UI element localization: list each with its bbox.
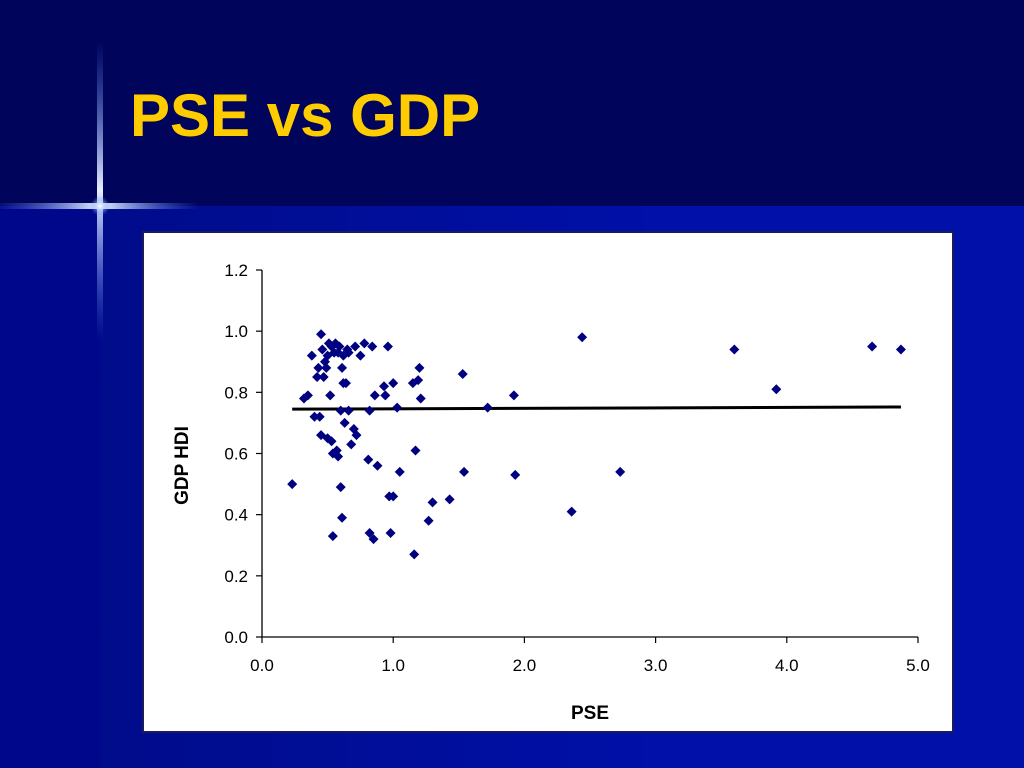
y-tick-label: 0.2 xyxy=(224,567,248,586)
data-point xyxy=(392,402,403,413)
y-tick-label: 0.8 xyxy=(224,383,248,402)
data-point xyxy=(346,439,357,450)
data-point xyxy=(394,466,405,477)
trendline xyxy=(292,405,901,411)
y-tick-label: 0.6 xyxy=(224,445,248,464)
data-point xyxy=(343,347,354,358)
data-point xyxy=(340,378,351,389)
data-point xyxy=(363,454,374,465)
data-point xyxy=(367,341,378,352)
data-point xyxy=(615,466,626,477)
x-tick-label: 2.0 xyxy=(513,656,537,675)
header-band xyxy=(0,0,1024,206)
data-point xyxy=(326,341,337,352)
data-point xyxy=(380,390,391,401)
data-point xyxy=(382,341,393,352)
data-point xyxy=(339,417,350,428)
data-point xyxy=(359,338,370,349)
data-point xyxy=(385,528,396,539)
data-point xyxy=(337,362,348,373)
data-point xyxy=(306,350,317,361)
data-point xyxy=(327,531,338,542)
x-tick-label: 3.0 xyxy=(644,656,668,675)
data-point xyxy=(317,344,328,355)
data-point xyxy=(350,341,361,352)
data-point xyxy=(459,466,470,477)
y-tick-label: 1.2 xyxy=(224,261,248,280)
y-tick-label: 0.0 xyxy=(224,628,248,647)
data-point xyxy=(508,390,519,401)
data-point xyxy=(372,460,383,471)
data-point xyxy=(413,375,424,386)
data-point xyxy=(364,528,375,539)
data-point xyxy=(343,405,354,416)
y-tick-label: 0.4 xyxy=(224,506,248,525)
data-point xyxy=(309,411,320,422)
data-point xyxy=(457,368,468,379)
data-point xyxy=(423,515,434,526)
data-point xyxy=(334,341,345,352)
data-point xyxy=(335,482,346,493)
data-point xyxy=(314,411,325,422)
data-point xyxy=(316,329,327,340)
data-point xyxy=(409,549,420,560)
data-point xyxy=(482,402,493,413)
data-point xyxy=(577,332,588,343)
slide-title: PSE vs GDP xyxy=(130,82,481,149)
data-point xyxy=(369,390,380,401)
data-point xyxy=(510,469,521,480)
data-point xyxy=(444,494,455,505)
data-point xyxy=(312,372,323,383)
data-point xyxy=(327,448,338,459)
data-point xyxy=(410,445,421,456)
y-axis-title: GDP HDI xyxy=(172,426,193,505)
data-point xyxy=(427,497,438,508)
x-tick-label: 4.0 xyxy=(775,656,799,675)
data-point xyxy=(379,381,390,392)
scatter-chart: 0.00.20.40.60.81.01.20.0 1.0 2.0 3.0 4.0 5.0 … xyxy=(172,261,930,724)
data-point xyxy=(337,512,348,523)
data-point xyxy=(287,479,298,490)
x-tick-label: 5.0 xyxy=(906,656,930,675)
data-points xyxy=(287,329,906,560)
data-point xyxy=(321,362,332,373)
axes: 0.0 0.2 0.4 0.6 0.8 1.0 1.2 0.0 1.0 2.0 3.0 4.0 5.0 xyxy=(224,261,929,675)
data-point xyxy=(333,451,344,462)
data-point xyxy=(326,436,337,447)
trendline-group xyxy=(292,405,901,411)
data-point xyxy=(566,506,577,517)
data-point xyxy=(414,362,425,373)
data-point xyxy=(867,341,878,352)
x-axis-title: PSE xyxy=(571,703,609,724)
x-tick-label: 0.0 xyxy=(250,656,274,675)
x-tick-label: 1.0 xyxy=(381,656,405,675)
data-point xyxy=(771,384,782,395)
data-point xyxy=(355,350,366,361)
data-point xyxy=(364,405,375,416)
data-point xyxy=(319,356,330,367)
data-point xyxy=(895,344,906,355)
data-point xyxy=(729,344,740,355)
data-point xyxy=(302,390,313,401)
data-point xyxy=(388,378,399,389)
axis-labels: PSE GDP HDI xyxy=(172,426,609,724)
left-band xyxy=(0,206,100,768)
chart-panel: 0.0 0.2 0.4 0.6 0.8 1.0 1.2 0.0 1.0 2.0 3.0 4.0 5.0 … xyxy=(142,231,954,733)
data-point xyxy=(388,491,399,502)
data-point xyxy=(335,405,346,416)
data-point xyxy=(313,362,324,373)
y-tick-label: 1.0 xyxy=(224,322,248,341)
data-point xyxy=(351,430,362,441)
data-point xyxy=(415,393,426,404)
data-point xyxy=(368,534,379,545)
data-point xyxy=(318,372,329,383)
data-point xyxy=(325,390,336,401)
data-point xyxy=(407,378,418,389)
